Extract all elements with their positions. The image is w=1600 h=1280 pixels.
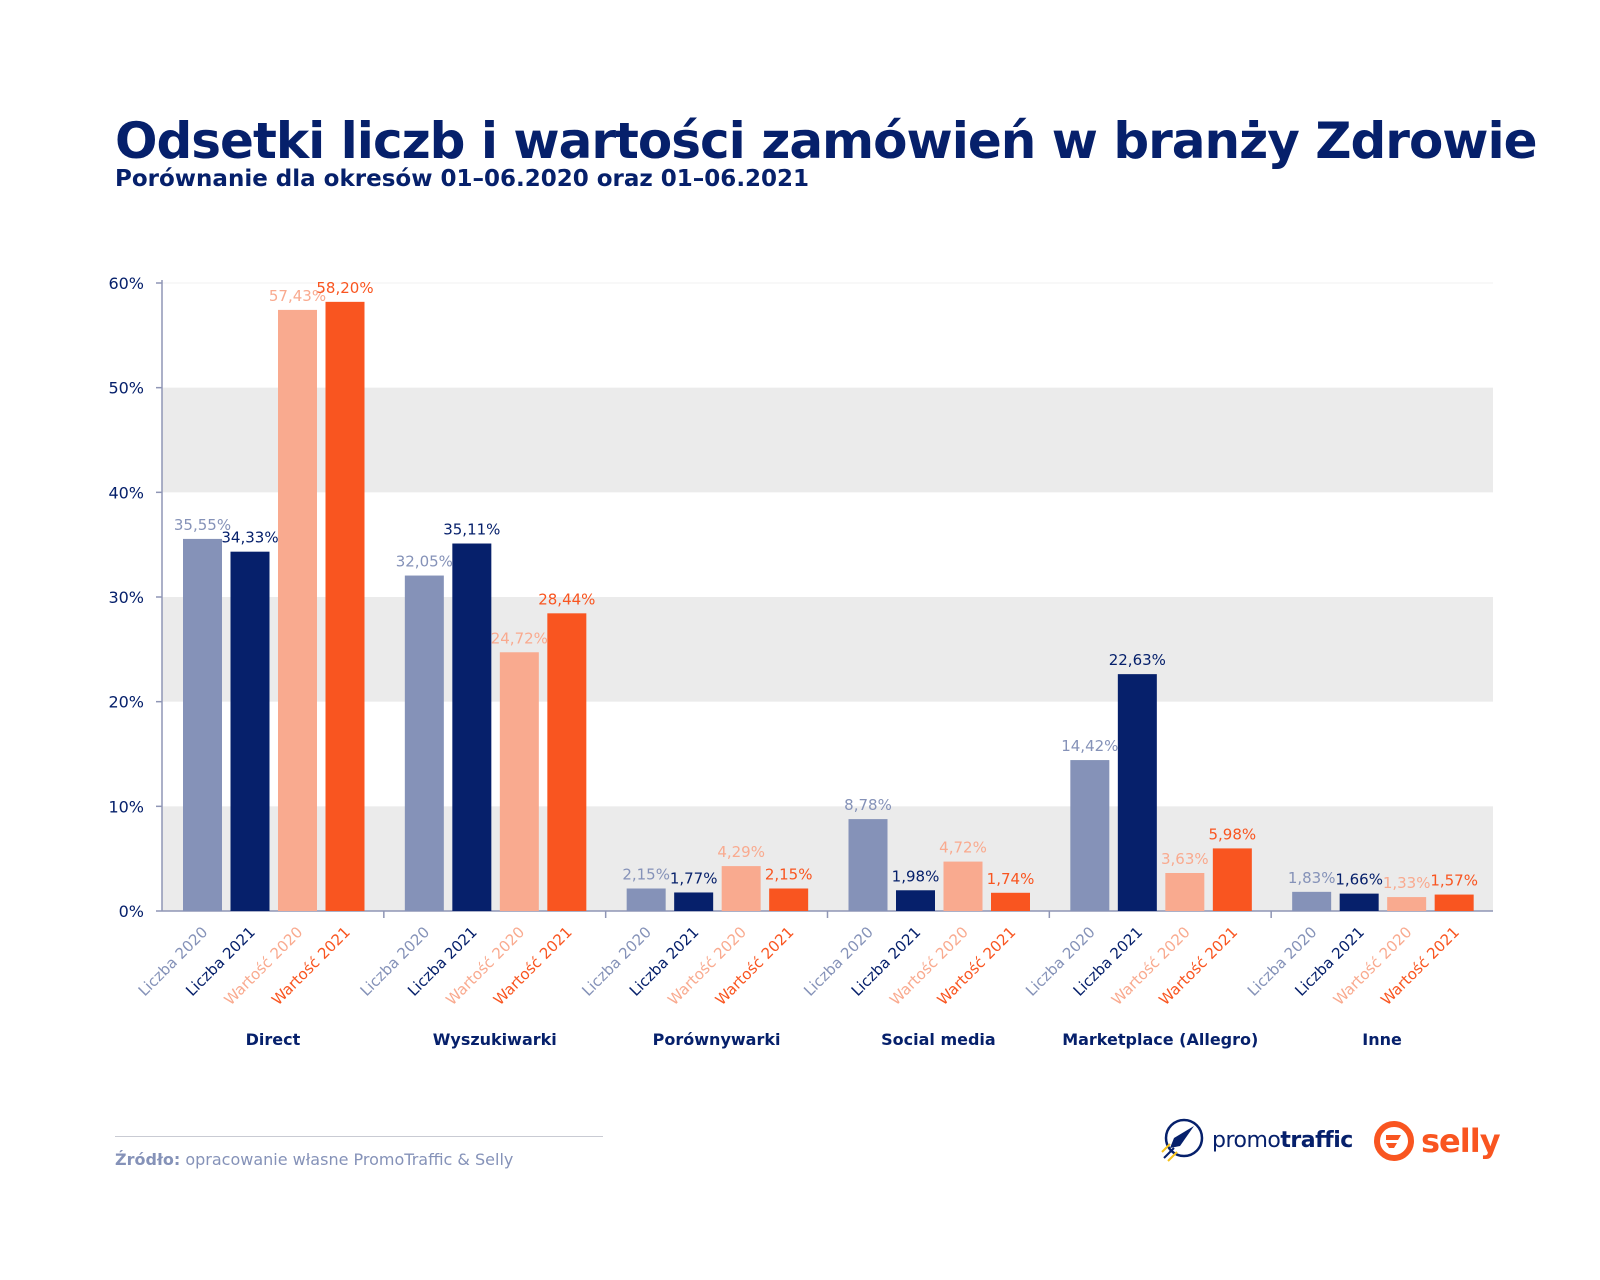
bar xyxy=(1434,894,1474,911)
data-label: 1,98% xyxy=(892,867,940,885)
grid-band xyxy=(162,387,1493,493)
category-label: Marketplace (Allegro) xyxy=(1062,1030,1258,1049)
data-label: 5,98% xyxy=(1209,825,1257,843)
bar xyxy=(1165,873,1205,911)
bar xyxy=(721,866,761,911)
bar xyxy=(991,892,1030,911)
data-label: 58,20% xyxy=(316,279,373,297)
bar xyxy=(1117,674,1157,911)
bar xyxy=(943,861,983,911)
source-label: Źródło: xyxy=(115,1150,181,1169)
rocket-icon xyxy=(1161,1118,1204,1162)
chart-subtitle: Porównanie dla okresów 01–06.2020 oraz 0… xyxy=(115,166,810,192)
bar xyxy=(547,613,587,911)
data-label: 24,72% xyxy=(491,629,548,647)
bar xyxy=(769,888,809,911)
bar xyxy=(452,543,492,911)
data-label: 57,43% xyxy=(269,287,326,305)
chart-title: Odsetki liczb i wartości zamówień w bran… xyxy=(115,112,1538,170)
data-label: 1,33% xyxy=(1383,874,1431,892)
source-text: opracowanie własne PromoTraffic & Selly xyxy=(180,1150,514,1169)
category-label: Inne xyxy=(1362,1030,1402,1049)
y-tick-label: 10% xyxy=(108,797,144,816)
selly-mark-icon xyxy=(1374,1121,1414,1161)
data-label: 1,57% xyxy=(1430,872,1478,890)
promotraffic-wordmark: promotraffic xyxy=(1212,1127,1353,1153)
source-note: Źródło: opracowanie własne PromoTraffic … xyxy=(115,1150,513,1169)
bar xyxy=(1387,897,1427,911)
bar xyxy=(1212,848,1252,911)
category-label: Direct xyxy=(246,1030,301,1049)
data-label: 1,66% xyxy=(1335,871,1383,889)
bar xyxy=(404,575,444,911)
category-label: Social media xyxy=(881,1030,996,1049)
grid-band xyxy=(162,597,1493,702)
y-tick-label: 40% xyxy=(108,483,144,502)
grid-band xyxy=(162,806,1493,911)
promotraffic-logo: promotraffic xyxy=(1160,1118,1353,1162)
bar xyxy=(626,888,666,911)
data-label: 8,78% xyxy=(844,796,892,814)
y-tick-label: 60% xyxy=(108,274,144,293)
bar xyxy=(183,538,222,911)
data-label: 34,33% xyxy=(221,529,278,547)
data-label: 2,15% xyxy=(622,865,670,883)
data-label: 2,15% xyxy=(765,865,813,883)
data-label: 35,11% xyxy=(443,521,500,539)
y-tick-label: 50% xyxy=(108,379,144,398)
data-label: 28,44% xyxy=(538,590,595,608)
data-label: 32,05% xyxy=(396,553,453,571)
bar xyxy=(848,819,888,911)
bar xyxy=(230,551,270,911)
bar xyxy=(1292,891,1332,911)
data-label: 1,83% xyxy=(1288,869,1336,887)
y-tick-label: 30% xyxy=(108,588,144,607)
bar xyxy=(674,892,714,911)
data-label: 4,72% xyxy=(939,839,987,857)
data-label: 35,55% xyxy=(174,516,231,534)
data-label: 22,63% xyxy=(1109,651,1166,669)
category-label: Porównywarki xyxy=(653,1030,781,1049)
data-label: 1,77% xyxy=(670,869,718,887)
bar xyxy=(1070,760,1110,911)
y-tick-label: 0% xyxy=(119,902,144,921)
bar xyxy=(499,652,539,911)
data-label: 3,63% xyxy=(1161,850,1209,868)
selly-wordmark: selly xyxy=(1421,1122,1501,1160)
data-label: 4,29% xyxy=(717,843,765,861)
bar xyxy=(278,309,317,912)
category-label: Wyszukiwarki xyxy=(433,1030,557,1049)
data-label: 14,42% xyxy=(1061,737,1118,755)
bar xyxy=(1339,893,1379,911)
bar xyxy=(896,890,935,911)
selly-logo: selly xyxy=(1373,1120,1501,1162)
source-divider xyxy=(115,1136,603,1137)
data-label: 1,74% xyxy=(987,870,1035,888)
bar xyxy=(325,301,365,912)
y-tick-label: 20% xyxy=(108,693,144,712)
